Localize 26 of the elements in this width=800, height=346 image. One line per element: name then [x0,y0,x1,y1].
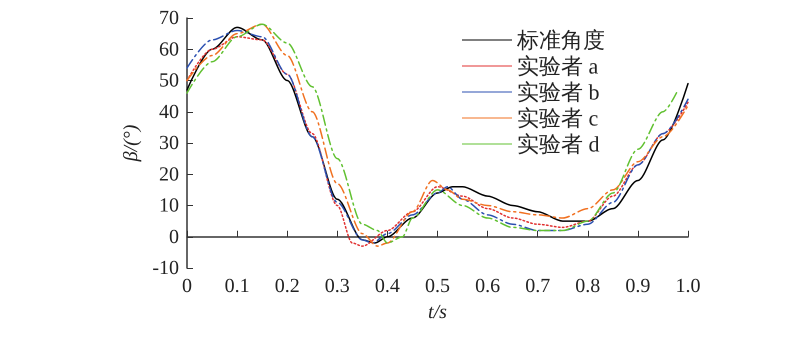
x-tick-label: 0.5 [425,275,450,297]
y-tick-label: 50 [159,70,179,92]
y-tick-label: 40 [159,100,179,123]
y-tick-label: 60 [159,38,179,60]
x-tick-label: 0.4 [374,275,400,297]
x-tick-label: 0.7 [525,275,550,297]
x-tick-label: 0.6 [475,275,500,297]
y-tick-label: 20 [159,163,179,186]
x-tick-label: 0.9 [625,275,650,297]
y-tick-label: 0 [169,226,179,248]
legend-label: 实验者 a [517,54,598,78]
x-tick-label: 1.0 [676,275,700,297]
x-axis-title: t/s [428,301,448,323]
legend-label: 实验者 d [517,132,600,156]
x-tick-label: 0.3 [324,275,350,297]
x-tick-label: 0.1 [224,275,250,297]
y-tick-label: 70 [159,7,179,29]
y-tick-label: -10 [152,257,179,279]
y-tick-label: 30 [159,132,179,154]
legend-label: 实验者 c [517,106,598,130]
legend-label: 标准角度 [516,28,605,52]
x-tick-label: 0.8 [575,275,600,297]
x-tick-label: 0.2 [274,275,300,297]
y-tick-label: 10 [159,194,179,216]
legend-label: 实验者 b [517,80,600,104]
y-axis-title: β/(°) [120,124,142,162]
